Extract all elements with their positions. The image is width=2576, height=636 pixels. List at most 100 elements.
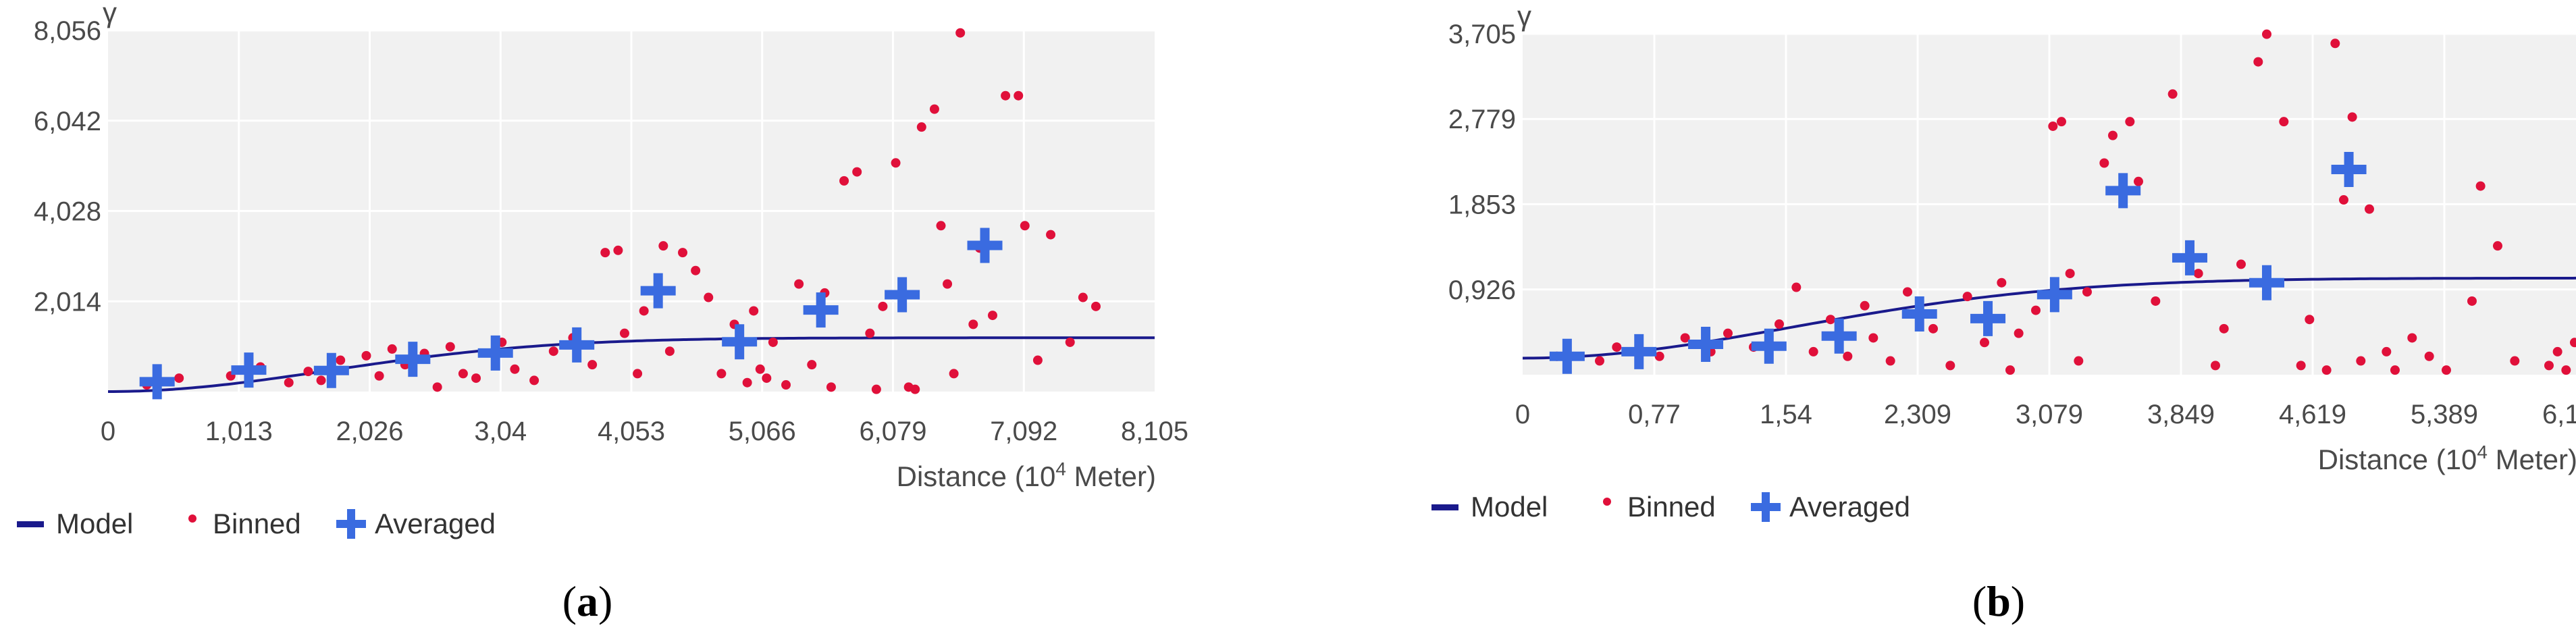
binned-point <box>361 350 371 361</box>
x-axis-label-main: Distance (10 <box>2318 444 2477 475</box>
binned-point <box>852 167 862 177</box>
panel-label-letter: a <box>577 577 598 625</box>
binned-point <box>1014 90 1024 101</box>
binned-point <box>678 248 688 258</box>
binned-point <box>1723 328 1733 338</box>
binned-point <box>2082 287 2092 297</box>
x-tick-label: 2,026 <box>336 417 403 446</box>
y-axis-label: γ <box>103 0 117 28</box>
x-tick-label: 0 <box>1515 400 1530 429</box>
binned-point <box>2279 117 2289 127</box>
binned-point <box>949 369 959 379</box>
averaged-points <box>1549 152 2367 374</box>
binned-point <box>2253 57 2263 67</box>
binned-point <box>613 245 623 255</box>
binned-point <box>1032 355 1043 365</box>
averaged-point <box>1970 300 2006 336</box>
averaged-point <box>477 335 513 371</box>
binned-point <box>2014 328 2024 338</box>
binned-point <box>2261 29 2271 39</box>
binned-point <box>639 306 649 316</box>
binned-point <box>471 373 481 383</box>
x-tick-label: 4,619 <box>2279 400 2346 429</box>
binned-point <box>658 241 668 251</box>
binned-point <box>387 344 397 354</box>
binned-point <box>587 360 598 370</box>
legend-averaged-label: Averaged <box>375 508 496 539</box>
y-tick-label: 6,042 <box>34 107 101 136</box>
binned-point <box>1979 338 1989 348</box>
binned-point <box>2364 204 2374 214</box>
binned-point <box>2074 356 2084 366</box>
binned-point <box>510 364 520 374</box>
panel-label-letter: b <box>1987 577 2011 625</box>
binned-point <box>2441 365 2451 375</box>
binned-point <box>2492 241 2502 251</box>
binned-point <box>1594 356 1604 366</box>
x-axis-label-superscript: 4 <box>2477 442 2488 462</box>
binned-point <box>1774 319 1784 329</box>
x-tick-label: 1,013 <box>205 417 273 446</box>
x-tick-labels: 0 0,77 1,54 2,309 3,079 3,849 4,619 5,389 6,158 <box>1515 400 2576 429</box>
binned-point <box>174 373 184 383</box>
averaged-points <box>139 228 1003 400</box>
x-tick-label: 0 <box>101 417 115 446</box>
panel-label-close: ) <box>2011 577 2025 625</box>
averaged-point <box>139 364 175 400</box>
averaged-point <box>1901 296 1937 332</box>
binned-point <box>987 311 997 321</box>
binned-point <box>2475 181 2486 191</box>
binned-point <box>1078 292 1088 302</box>
averaged-point <box>2331 152 2367 188</box>
binned-point <box>878 301 888 311</box>
x-tick-label: 7,092 <box>990 417 1057 446</box>
binned-point <box>2125 117 2135 127</box>
binned-point <box>768 337 778 347</box>
binned-point <box>2407 333 2417 343</box>
legend-model-label: Model <box>56 508 133 539</box>
binned-point <box>1065 337 1075 347</box>
binned-point <box>1612 342 1622 352</box>
legend-averaged-label: Averaged <box>1789 491 1910 523</box>
x-axis-label-superscript: 4 <box>1055 458 1066 479</box>
binned-point <box>2390 365 2400 375</box>
y-tick-label: 0,926 <box>1448 275 1516 305</box>
binned-point <box>968 319 978 329</box>
y-tick-labels: 0,926 1,853 2,779 3,705 <box>1448 20 1516 305</box>
y-tick-label: 3,705 <box>1448 20 1516 49</box>
x-tick-labels: 0 1,013 2,026 3,04 4,053 5,066 6,079 7,092 8,105 <box>101 417 1188 446</box>
legend-binned-label: Binned <box>213 508 301 539</box>
binned-point <box>1843 351 1853 361</box>
binned-point <box>2210 361 2220 371</box>
panel-label-close: ) <box>598 577 612 625</box>
binned-point <box>865 328 875 338</box>
x-tick-label: 2,309 <box>1884 400 1951 429</box>
legend-model-swatch <box>1431 504 1458 510</box>
binned-point <box>929 104 939 114</box>
binned-point <box>2296 361 2306 371</box>
y-tick-label: 1,853 <box>1448 190 1516 219</box>
averaged-point <box>395 342 431 377</box>
binned-point <box>1654 351 1664 361</box>
averaged-point <box>967 228 1003 263</box>
binned-point <box>2048 121 2058 131</box>
chart-panel-a: γ 2,014 4,028 6,042 8,056 0 1,013 2,026 3,04 4,… <box>17 0 1188 625</box>
binned-point <box>2382 346 2392 356</box>
averaged-point <box>231 352 267 388</box>
binned-point <box>1825 315 1835 325</box>
x-tick-label: 0,77 <box>1628 400 1681 429</box>
panel-label-open: ( <box>562 577 577 625</box>
y-axis-label: γ <box>1517 0 1531 32</box>
x-axis-label-end: Meter) <box>1066 460 1156 492</box>
binned-point <box>762 373 772 383</box>
averaged-point <box>885 277 920 313</box>
x-tick-label: 5,389 <box>2411 400 2478 429</box>
binned-point <box>826 382 836 392</box>
binned-point <box>633 369 643 379</box>
legend: Model Binned Averaged <box>17 508 496 539</box>
binned-point <box>2107 130 2118 140</box>
panel-label-b: (b) <box>1972 577 2025 625</box>
averaged-point <box>2249 265 2284 300</box>
model-curve <box>108 336 1155 393</box>
binned-point <box>2544 361 2554 371</box>
